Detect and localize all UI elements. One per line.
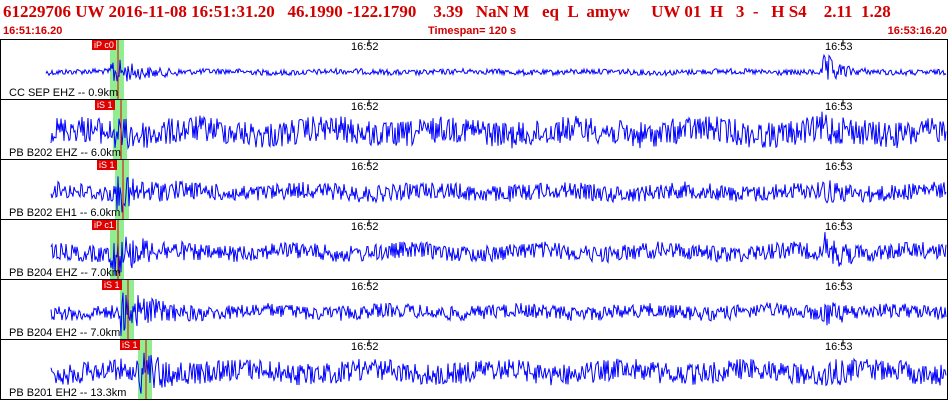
waveform-panel[interactable]: 16:52 16:53 iP c1 PB B204 EHZ -- 7.0km <box>0 219 948 280</box>
waveform-panel[interactable]: 16:52 16:53 iS 1 PB B201 EH2 -- 13.3km <box>0 339 948 400</box>
time-axis-header: 16:51:16.20 Timespan= 120 s 16:53:16.20 <box>0 25 949 39</box>
waveform-trace <box>50 220 947 279</box>
channel-label: PB B204 EHZ -- 7.0km <box>9 267 121 279</box>
waveform-panel[interactable]: 16:52 16:53 iS 1 PB B204 EH2 -- 7.0km <box>0 279 948 340</box>
channel-label: PB B201 EH2 -- 13.3km <box>9 387 127 399</box>
waveform-trace <box>50 280 947 339</box>
time-tick-label: 16:53 <box>825 221 853 233</box>
pick-flag[interactable]: iS 1 <box>120 340 140 350</box>
pick-flag[interactable]: iP c0 <box>92 40 116 50</box>
end-time: 16:53:16.20 <box>887 25 947 37</box>
channel-label: PB B202 EHZ -- 6.0km <box>9 147 121 159</box>
time-tick-label: 16:53 <box>825 101 853 113</box>
pick-window <box>113 100 127 159</box>
waveform-panel[interactable]: 16:52 16:53 iS 1 PB B202 EHZ -- 6.0km <box>0 99 948 160</box>
seismogram-line <box>45 53 947 82</box>
event-summary: 61229706 UW 2016-11-08 16:51:31.20 46.19… <box>3 2 891 21</box>
time-tick-label: 16:53 <box>825 341 853 353</box>
seismogram-line <box>50 292 947 336</box>
time-tick-label: 16:52 <box>351 221 379 233</box>
channel-label: PB B202 EH1 -- 6.0km <box>9 207 121 219</box>
seismogram-line <box>50 232 947 276</box>
channel-label: PB B204 EH2 -- 7.0km <box>9 327 121 339</box>
waveform-trace <box>50 340 947 399</box>
pick-window <box>110 40 124 99</box>
channel-label: CC SEP EHZ -- 0.9km <box>9 87 119 99</box>
start-time: 16:51:16.20 <box>3 25 63 37</box>
waveform-panels[interactable]: 16:52 16:53 iP c0 CC SEP EHZ -- 0.9km 16:52 1… <box>0 39 949 400</box>
time-tick-label: 16:53 <box>825 281 853 293</box>
time-tick-label: 16:52 <box>351 281 379 293</box>
event-header: 61229706 UW 2016-11-08 16:51:31.20 46.19… <box>0 0 949 26</box>
waveform-trace <box>50 160 947 219</box>
pick-flag[interactable]: iS 1 <box>95 100 115 110</box>
waveform-trace <box>50 100 947 159</box>
pick-flag[interactable]: iS 1 <box>102 280 122 290</box>
time-tick-label: 16:52 <box>351 161 379 173</box>
seismogram-line <box>50 352 947 394</box>
seismogram-line <box>50 176 947 213</box>
time-tick-label: 16:52 <box>351 341 379 353</box>
waveform-trace <box>45 40 947 99</box>
time-tick-label: 16:53 <box>825 41 853 53</box>
waveform-panel[interactable]: 16:52 16:53 iS 1 PB B202 EH1 -- 6.0km <box>0 159 948 220</box>
pick-flag[interactable]: iP c1 <box>92 220 116 230</box>
time-tick-label: 16:52 <box>351 101 379 113</box>
seismogram-line <box>50 111 947 150</box>
timespan-label: Timespan= 120 s <box>428 25 517 37</box>
pick-flag[interactable]: iS 1 <box>97 160 117 170</box>
time-tick-label: 16:52 <box>351 41 379 53</box>
time-tick-label: 16:53 <box>825 161 853 173</box>
waveform-panel[interactable]: 16:52 16:53 iP c0 CC SEP EHZ -- 0.9km <box>0 39 948 100</box>
